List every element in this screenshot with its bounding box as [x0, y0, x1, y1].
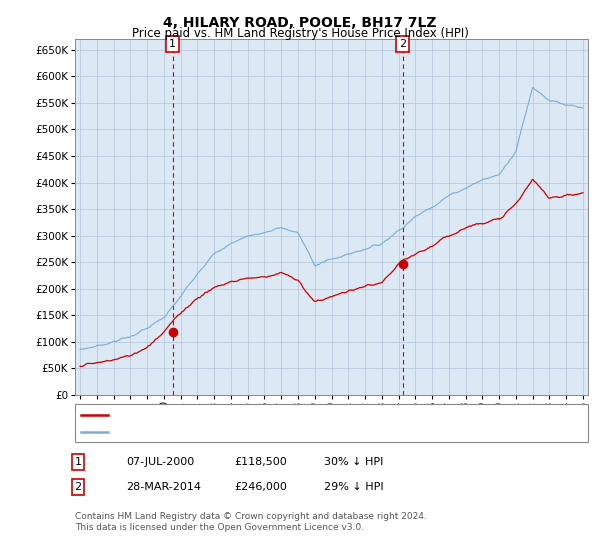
Text: 4, HILARY ROAD, POOLE, BH17 7LZ: 4, HILARY ROAD, POOLE, BH17 7LZ: [163, 16, 437, 30]
Text: 1: 1: [74, 457, 82, 467]
Text: 2: 2: [399, 39, 406, 49]
Text: 07-JUL-2000: 07-JUL-2000: [126, 457, 194, 467]
Text: 4, HILARY ROAD, POOLE, BH17 7LZ (detached house): 4, HILARY ROAD, POOLE, BH17 7LZ (detache…: [115, 410, 413, 420]
Text: 29% ↓ HPI: 29% ↓ HPI: [324, 482, 383, 492]
Text: Contains HM Land Registry data © Crown copyright and database right 2024.
This d: Contains HM Land Registry data © Crown c…: [75, 512, 427, 532]
Text: £246,000: £246,000: [234, 482, 287, 492]
Text: 2: 2: [74, 482, 82, 492]
Text: 28-MAR-2014: 28-MAR-2014: [126, 482, 201, 492]
Text: HPI: Average price, detached house, Bournemouth Christchurch and Poole: HPI: Average price, detached house, Bour…: [115, 427, 530, 437]
Text: Price paid vs. HM Land Registry's House Price Index (HPI): Price paid vs. HM Land Registry's House …: [131, 27, 469, 40]
Text: 1: 1: [169, 39, 176, 49]
Text: £118,500: £118,500: [234, 457, 287, 467]
Text: 30% ↓ HPI: 30% ↓ HPI: [324, 457, 383, 467]
